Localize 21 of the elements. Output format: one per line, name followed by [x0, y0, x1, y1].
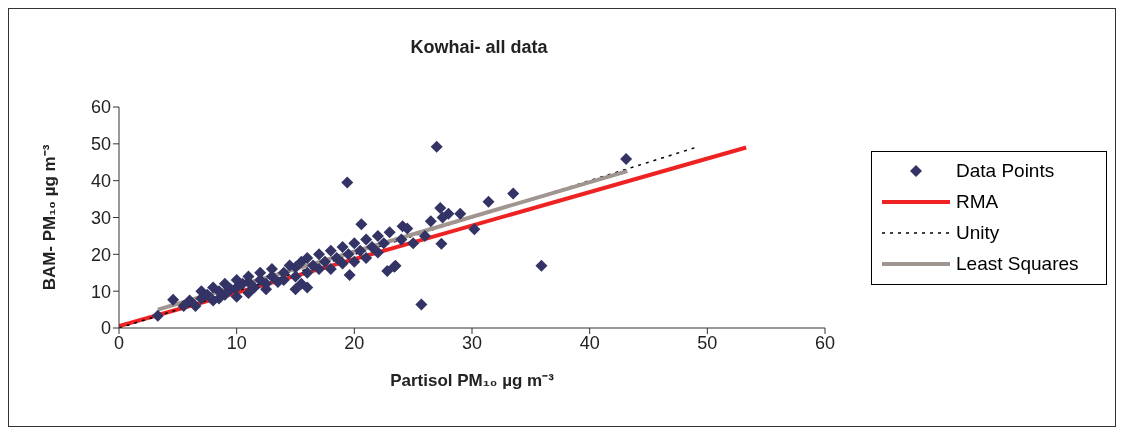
y-tick-label: 20 [90, 244, 111, 265]
legend-label: Least Squares [956, 253, 1079, 275]
x-tick-label: 20 [344, 332, 365, 353]
x-tick-label: 0 [113, 332, 125, 353]
x-axis-title: Partisol PM₁₀ µg m⁻³ [390, 371, 555, 391]
x-tick-label: 60 [814, 332, 836, 353]
legend-label: RMA [956, 191, 999, 213]
x-tick-label: 50 [697, 332, 718, 353]
legend-label: Data Points [956, 160, 1055, 182]
x-tick-label: 30 [461, 332, 483, 353]
y-axis-title: BAM- PM₁₀ µg m⁻³ [40, 144, 60, 291]
x-tick-label: 10 [226, 332, 247, 353]
y-tick-label: 50 [90, 134, 111, 155]
legend-label: Unity [956, 222, 1000, 244]
x-tick-label: 40 [579, 332, 600, 353]
y-tick-label: 10 [90, 281, 111, 302]
y-tick-label: 30 [90, 207, 111, 228]
y-tick-label: 40 [90, 171, 111, 192]
y-tick-label: 0 [100, 318, 111, 339]
y-tick-label: 60 [90, 97, 111, 118]
chart-title: Kowhai- all data [409, 37, 549, 58]
